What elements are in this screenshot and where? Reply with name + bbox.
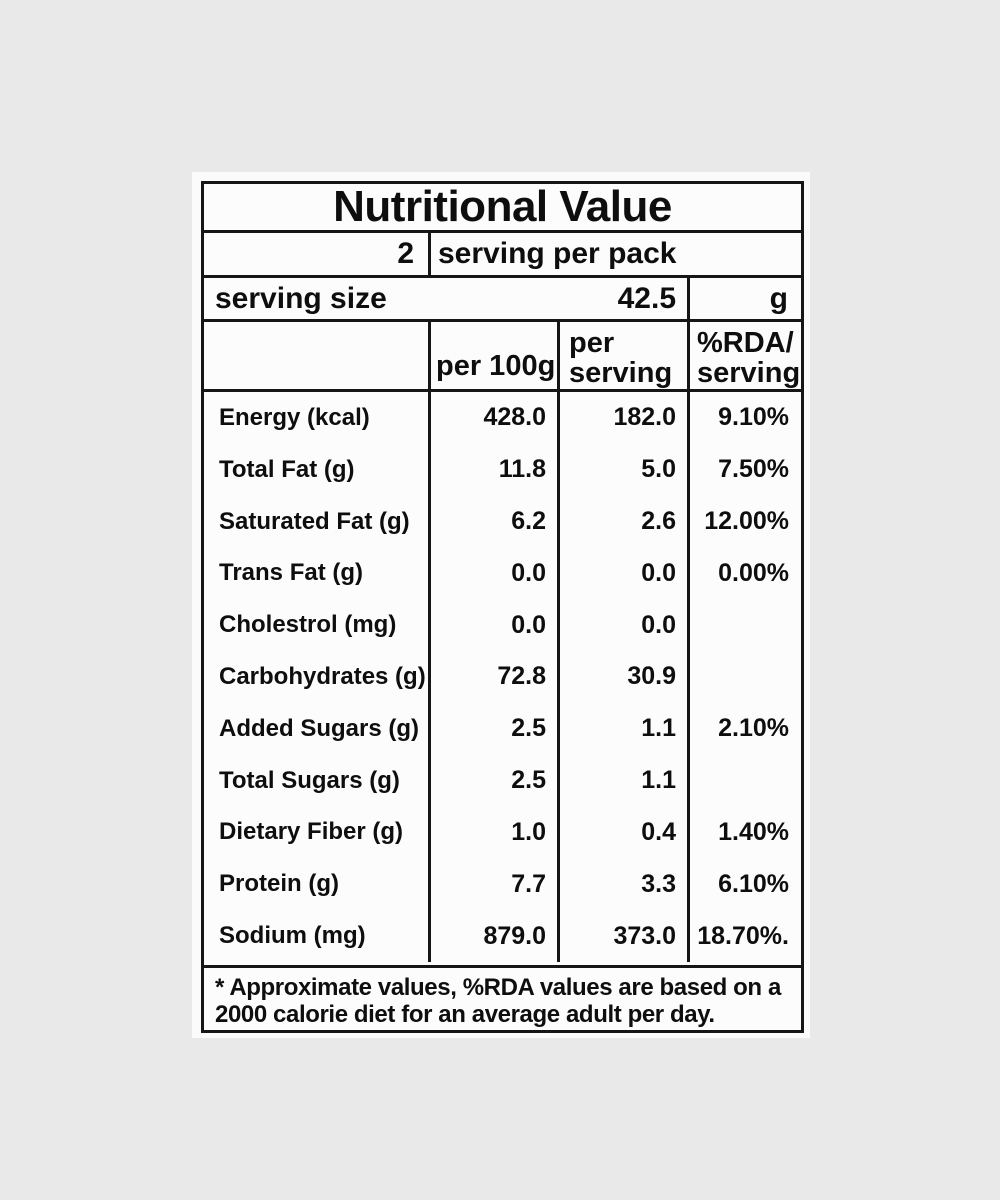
value-per-serving: 0.0 <box>560 599 690 652</box>
table-row: Added Sugars (g) 2.5 1.1 2.10% <box>204 702 801 755</box>
value-per-serving: 1.1 <box>560 702 690 755</box>
value-per-100g: 1.0 <box>431 806 560 859</box>
serving-size-value: 42.5 <box>617 281 676 315</box>
value-per-100g: 72.8 <box>431 651 560 703</box>
serving-size-unit: g <box>769 281 788 315</box>
header-per-serving: per serving <box>560 322 690 389</box>
nutrient-label: Trans Fat (g) <box>204 547 431 600</box>
nutrient-data-block: Energy (kcal) 428.0 182.0 9.10% Total Fa… <box>204 392 801 968</box>
table-row: Total Fat (g) 11.8 5.0 7.50% <box>204 443 801 496</box>
table-row: Dietary Fiber (g) 1.0 0.4 1.40% <box>204 806 801 859</box>
servings-per-pack-row: 2 serving per pack <box>204 233 801 278</box>
header-empty-cell <box>204 322 431 389</box>
footnote: * Approximate values, %RDA values are ba… <box>204 968 801 1030</box>
table-row: Cholestrol (mg) 0.0 0.0 <box>204 599 801 652</box>
nutrient-label: Dietary Fiber (g) <box>204 806 431 859</box>
value-rda: 12.00% <box>704 507 789 536</box>
footnote-line2: 2000 calorie diet for an average adult p… <box>215 1001 715 1028</box>
nutrient-label: Carbohydrates (g) <box>204 651 431 703</box>
value-rda: 6.10% <box>718 869 789 898</box>
value-per-100g: 2.5 <box>431 754 560 807</box>
servings-count: 2 <box>204 233 431 275</box>
nutrient-label: Total Sugars (g) <box>204 754 431 807</box>
value-per-100g: 11.8 <box>431 443 560 496</box>
value-rda <box>690 651 801 703</box>
value-per-100g: 0.0 <box>431 547 560 600</box>
value-rda <box>690 599 801 651</box>
table-row: Sodium (mg) 879.0 373.0 18.70%. <box>204 910 801 962</box>
value-rda: 1.40% <box>718 817 789 846</box>
value-rda: 2.10% <box>718 714 789 743</box>
nutrition-label: Nutritional Value 2 serving per pack ser… <box>192 172 810 1038</box>
value-per-100g: 6.2 <box>431 495 560 548</box>
value-per-serving: 373.0 <box>560 910 690 962</box>
value-rda: 0.00% <box>718 558 789 587</box>
value-per-100g: 879.0 <box>431 910 560 962</box>
header-per-serving-line2: serving <box>569 356 673 389</box>
value-rda: 9.10% <box>718 403 789 432</box>
table-row: Energy (kcal) 428.0 182.0 9.10% <box>204 392 801 444</box>
nutrient-label: Protein (g) <box>204 858 431 911</box>
value-per-serving: 30.9 <box>560 651 690 703</box>
column-header-row: per 100g per serving %RDA/ serving <box>204 322 801 392</box>
nutrient-label: Saturated Fat (g) <box>204 495 431 548</box>
table-row: Carbohydrates (g) 72.8 30.9 <box>204 651 801 703</box>
nutrient-label: Sodium (mg) <box>204 910 431 962</box>
header-per-serving-line1: per <box>569 326 615 359</box>
value-per-100g: 2.5 <box>431 702 560 755</box>
header-rda: %RDA/ serving <box>690 322 801 389</box>
table-row: Trans Fat (g) 0.0 0.0 0.00% <box>204 547 801 600</box>
value-per-serving: 1.1 <box>560 754 690 807</box>
value-per-100g: 0.0 <box>431 599 560 652</box>
value-rda <box>690 755 801 807</box>
value-per-100g: 428.0 <box>431 392 560 444</box>
nutrient-label: Added Sugars (g) <box>204 702 431 755</box>
footnote-line1: * Approximate values, %RDA values are ba… <box>215 974 781 1001</box>
value-rda: 18.70%. <box>697 921 789 950</box>
table-row: Saturated Fat (g) 6.2 2.6 12.00% <box>204 495 801 548</box>
table-title: Nutritional Value <box>204 182 801 233</box>
value-rda: 7.50% <box>718 455 789 484</box>
value-per-serving: 5.0 <box>560 443 690 496</box>
value-per-serving: 3.3 <box>560 858 690 911</box>
header-rda-line2: serving <box>697 356 801 389</box>
header-per-100g: per 100g <box>431 322 560 389</box>
nutrient-label: Total Fat (g) <box>204 443 431 496</box>
value-per-serving: 182.0 <box>560 392 690 444</box>
serving-size-label: serving size <box>215 281 387 315</box>
header-rda-line1: %RDA/ <box>697 326 794 359</box>
table-row: Total Sugars (g) 2.5 1.1 <box>204 754 801 807</box>
serving-size-cell: serving size 42.5 <box>204 278 690 319</box>
serving-size-row: serving size 42.5 g <box>204 278 801 322</box>
value-per-serving: 2.6 <box>560 495 690 548</box>
servings-label: serving per pack <box>438 237 677 270</box>
nutrition-table: Nutritional Value 2 serving per pack ser… <box>201 181 804 1033</box>
value-per-100g: 7.7 <box>431 858 560 911</box>
value-per-serving: 0.4 <box>560 806 690 859</box>
nutrient-label: Energy (kcal) <box>204 392 431 444</box>
value-per-serving: 0.0 <box>560 547 690 600</box>
table-row: Protein (g) 7.7 3.3 6.10% <box>204 858 801 911</box>
nutrient-label: Cholestrol (mg) <box>204 599 431 652</box>
